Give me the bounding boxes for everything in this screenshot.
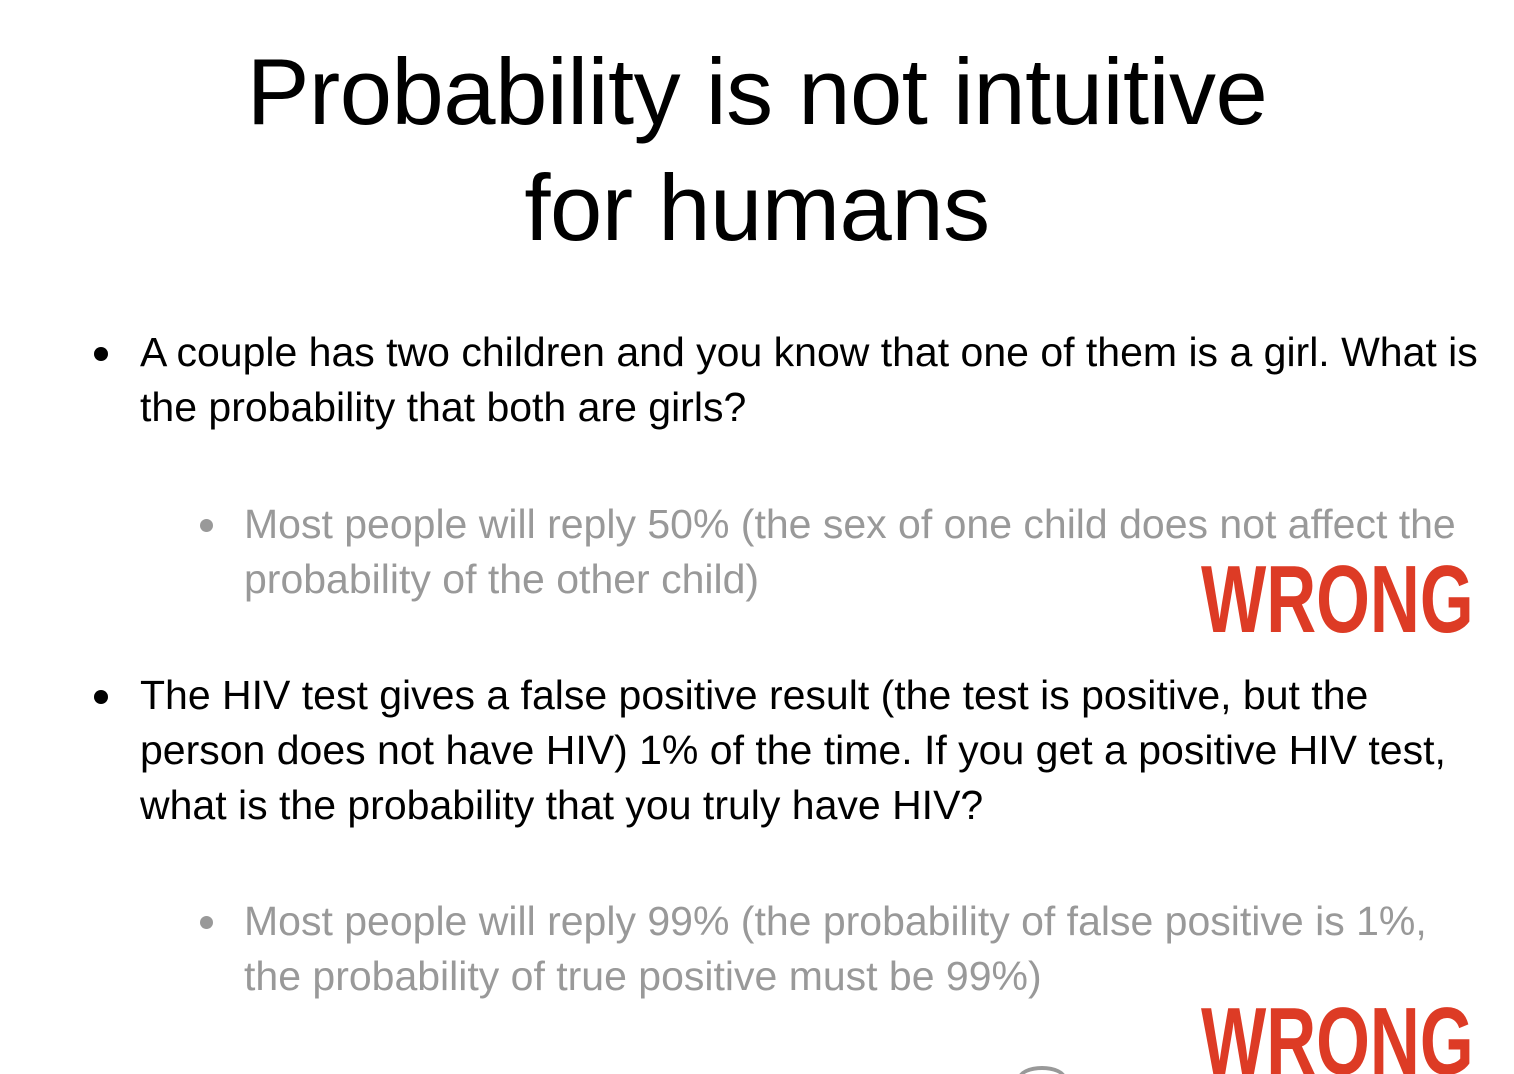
sub-bullet-dot-icon (200, 916, 213, 929)
bullet-dot-icon (94, 347, 108, 361)
sub-bullet-common-answer-50: Most people will reply 50% (the sex of o… (200, 497, 1484, 607)
sub-bullet-text: Most people will reply 50% (the sex of o… (244, 501, 1456, 602)
bullet-text: The HIV test gives a false positive resu… (140, 672, 1446, 828)
sub-bullet-text: Most people will reply 99% (the probabil… (244, 898, 1427, 999)
slide-title-line-1: Probability is not intuitive (246, 39, 1268, 144)
wrong-stamp-2: WRONG (1201, 988, 1474, 1074)
cutoff-glyph (1018, 1066, 1066, 1074)
bullet-text: A couple has two children and you know t… (140, 329, 1478, 430)
bullet-two-children-question: A couple has two children and you know t… (94, 325, 1480, 435)
slide-title-line-2: for humans (524, 155, 990, 260)
bullet-hiv-test-question: The HIV test gives a false positive resu… (94, 668, 1480, 833)
sub-bullet-dot-icon (200, 519, 213, 532)
bullet-dot-icon (94, 690, 108, 704)
slide-title: Probability is not intuitive for humans (0, 34, 1514, 266)
wrong-stamp-1: WRONG (1201, 546, 1474, 653)
sub-bullet-common-answer-99: Most people will reply 99% (the probabil… (200, 894, 1484, 1004)
